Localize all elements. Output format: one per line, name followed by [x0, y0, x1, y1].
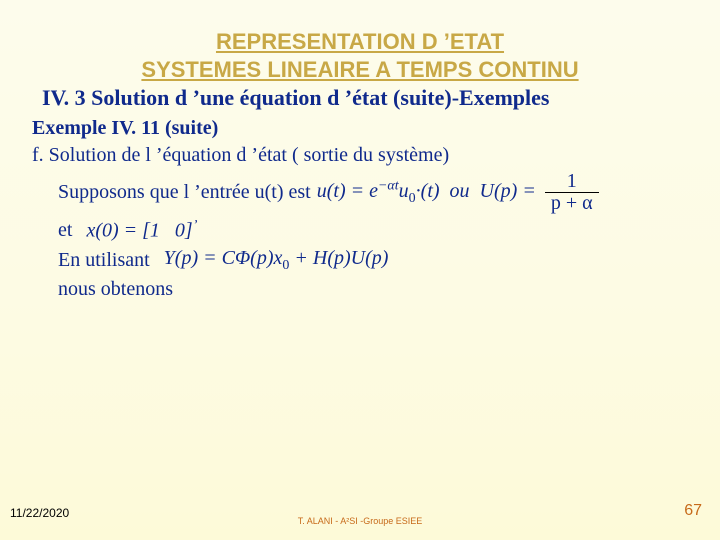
- footer-author-text: T. ALANI - A²SI -Groupe ESIEE: [298, 516, 423, 526]
- slide: REPRESENTATION D ’ETAT SYSTEMES LINEAIRE…: [0, 0, 720, 540]
- formula-y-1: Y(p) = CΦ(p)x: [164, 247, 283, 269]
- formula-u: u(t) = e−αtu0·(t) ou U(p) = 1 p + α: [317, 171, 599, 214]
- line-suppose: Supposons que l ’entrée u(t) est u(t) = …: [32, 171, 704, 214]
- example-label: Exemple IV. 11 (suite): [32, 117, 704, 140]
- frac-num: 1: [545, 171, 599, 193]
- section-heading: IV. 3 Solution d ’une équation d ’état (…: [16, 85, 704, 111]
- line-en-utilisant: En utilisant Y(p) = CΦ(p)x0 + H(p)U(p): [32, 247, 704, 274]
- footer-page-text: 67: [684, 502, 702, 519]
- suppose-text: Supposons que l ’entrée u(t) est: [58, 181, 311, 204]
- formula-x0-sup: ’: [193, 218, 198, 233]
- frac-den: p + α: [545, 193, 599, 214]
- footer-page-number: 67: [684, 502, 702, 520]
- formula-u-mid: u: [399, 180, 409, 202]
- formula-y: Y(p) = CΦ(p)x0 + H(p)U(p): [164, 247, 389, 274]
- formula-u-lhs: u(t) = e: [317, 180, 378, 202]
- formula-x0-text: x(0) = [1 0]: [86, 220, 192, 242]
- et-text: et: [58, 219, 72, 242]
- slide-title: REPRESENTATION D ’ETAT SYSTEMES LINEAIRE…: [16, 28, 704, 83]
- formula-y-2: + H(p)U(p): [289, 247, 388, 269]
- body: Exemple IV. 11 (suite) f. Solution de l …: [16, 117, 704, 301]
- formula-u-sub: 0: [409, 191, 416, 206]
- formula-u-frac: 1 p + α: [545, 171, 599, 214]
- formula-x0: x(0) = [1 0]’: [86, 218, 197, 243]
- formula-u-after: (t) ou U(p) =: [421, 180, 536, 202]
- title-line-2: SYSTEMES LINEAIRE A TEMPS CONTINU: [141, 57, 578, 82]
- en-utilisant-text: En utilisant: [58, 249, 150, 272]
- line-f: f. Solution de l ’équation d ’état ( sor…: [32, 144, 704, 167]
- title-line-1: REPRESENTATION D ’ETAT: [216, 29, 504, 54]
- footer-author: T. ALANI - A²SI -Groupe ESIEE: [0, 516, 720, 526]
- formula-u-exp: −αt: [378, 178, 399, 193]
- line-et: et x(0) = [1 0]’: [32, 218, 704, 243]
- section-heading-text: IV. 3 Solution d ’une équation d ’état (…: [42, 85, 549, 110]
- line-nous-obtenons: nous obtenons: [32, 278, 704, 301]
